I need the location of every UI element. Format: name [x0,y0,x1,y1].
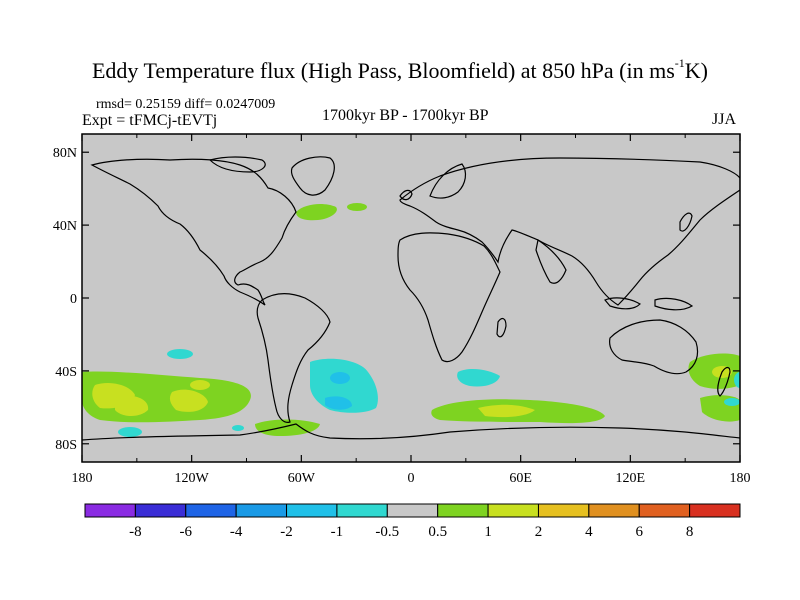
field-s-indian-neg [457,369,500,387]
colorbar-swatch [437,503,489,518]
coast-arctic-islands [208,156,266,173]
colorbar-label: -2 [280,524,293,540]
field-s-pacific-neg-north [167,349,193,359]
colorbar-swatch [134,503,187,518]
lat-label: 80S [55,438,77,453]
field-n-atlantic [296,204,337,221]
coast-north-america [90,158,297,306]
colorbar-label: 0.5 [428,524,447,540]
coastlines [82,156,740,441]
field-s-pacific-core-4 [190,380,210,390]
coast-indonesia [604,297,641,310]
axis-ticks [81,134,741,462]
title-end: K) [684,58,708,83]
colorbar-swatch [235,503,288,518]
colorbar-label: -6 [180,524,193,540]
colorbar-label: -1 [331,524,344,540]
lat-label: 80N [53,146,77,161]
field-drake-neg [232,425,244,431]
lon-label: 60E [509,471,532,486]
season-label: JJA [712,111,737,128]
colorbar-swatch [689,503,741,518]
colorbar-label: 4 [585,524,593,540]
colorbar-swatch [336,503,388,518]
coast-new-guinea [654,297,694,311]
lon-label: 180 [72,471,93,486]
lon-label: 120W [175,471,210,486]
contour-fields [82,203,740,437]
colorbar-label: -0.5 [375,524,399,540]
lon-label: 60W [288,471,316,486]
field-drake-pos [255,419,320,436]
lon-label: 120E [616,471,646,486]
coast-new-zealand [717,366,731,397]
colorbar-label: 1 [484,524,492,540]
colorbar-swatch [185,503,237,518]
colorbar [84,503,741,518]
coast-japan [679,212,693,232]
colorbar-swatch [638,503,691,518]
lat-label: 0 [70,292,77,307]
colorbar-label: 2 [535,524,543,540]
coast-britain [399,189,413,201]
coast-south-america [256,293,331,423]
coast-australia [609,319,699,375]
period-label: 1700kyr BP - 1700kyr BP [322,107,489,124]
field-s-indian-pos-core [478,404,535,418]
colorbar-swatch [588,503,640,518]
field-se-neg [724,398,740,406]
colorbar-swatch [84,503,136,518]
colorbar-swatch [537,503,590,518]
title-superscript: -1 [674,56,685,70]
field-s-pacific-core-3 [169,389,208,412]
field-s-pacific-core-2 [115,395,149,416]
coast-eurasia [399,157,740,306]
coast-africa [397,232,501,363]
colorbar-labels: -8 -6 -4 -2 -1 -0.5 0.5 1 2 4 6 8 [129,524,693,540]
coast-greenland [290,156,335,196]
colorbar-label: 6 [635,524,643,540]
field-s-atlantic-neg-core-2 [330,372,350,384]
title-main: Eddy Temperature flux (High Pass, Bloomf… [91,58,675,83]
field-dateline-neg [734,372,740,388]
lat-label: 40S [55,365,77,380]
colorbar-swatch [386,503,439,518]
colorbar-label: 8 [686,524,694,540]
colorbar-label: -8 [129,524,142,540]
field-n-atlantic-small [347,203,367,211]
field-s-atlantic-neg-core [325,396,352,410]
coast-scandinavia [429,163,467,199]
axis-labels: 80N 40N 0 40S 80S 180 120W 60W 0 60E 120E 180 [53,146,751,486]
colorbar-label: -4 [230,524,243,540]
lat-label: 40N [53,219,77,234]
chart-title: Eddy Temperature flux (High Pass, Bloomf… [0,56,800,84]
coast-antarctica [82,423,740,441]
colorbar-swatch [286,503,338,518]
experiment-label: Expt = tFMCj-tEVTj [82,112,218,129]
lon-label: 180 [730,471,751,486]
colorbar-swatch [487,503,539,518]
stats-label: rmsd= 0.25159 diff= 0.0247009 [96,97,276,112]
lon-label: 0 [408,471,415,486]
coast-madagascar [496,317,507,338]
field-sw-pacific-neg [118,427,142,437]
coast-india [535,239,567,284]
